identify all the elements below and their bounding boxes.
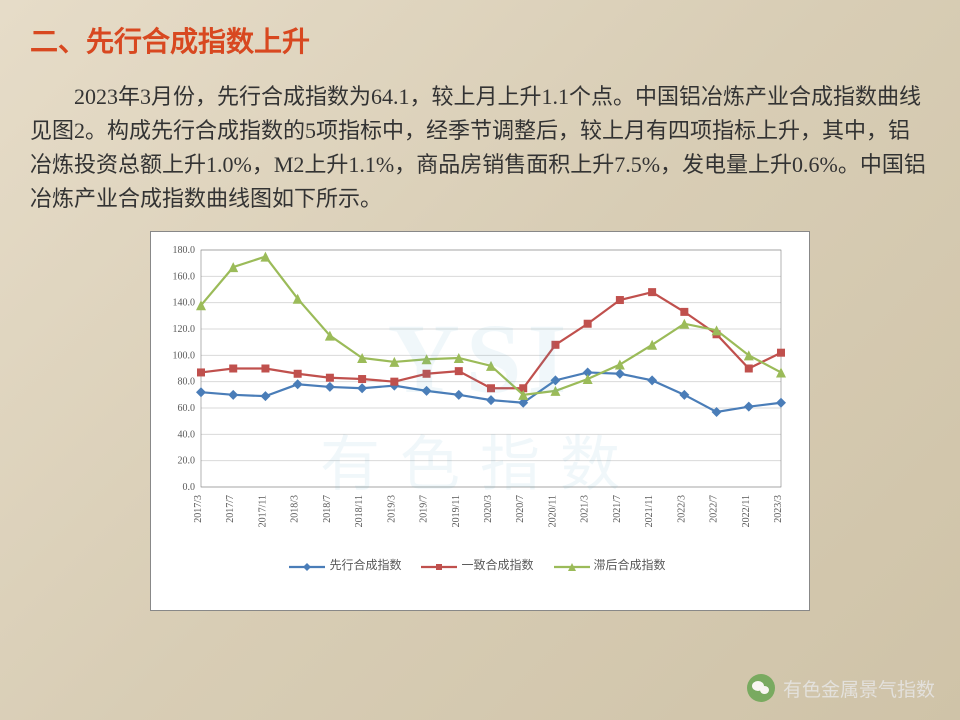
svg-text:0.0: 0.0 [183,482,196,493]
wechat-label: 有色金属景气指数 [783,675,935,702]
svg-text:2021/7: 2021/7 [612,495,623,523]
svg-text:2022/7: 2022/7 [709,495,720,523]
svg-text:2020/3: 2020/3 [483,495,494,523]
svg-text:2022/11: 2022/11 [741,495,752,527]
svg-text:60.0: 60.0 [178,403,196,414]
svg-text:2017/7: 2017/7 [225,495,236,523]
svg-text:2019/11: 2019/11 [451,495,462,527]
body-paragraph: 2023年3月份，先行合成指数为64.1，较上月上升1.1个点。中国铝冶炼产业合… [0,70,960,231]
line-chart: 0.0 20.0 40.0 60.0 80.0 100.0 120.0 140.0 160.0 1… [161,242,791,552]
svg-text:120.0: 120.0 [173,324,196,335]
svg-text:160.0: 160.0 [173,272,196,283]
wechat-icon [747,674,775,702]
svg-text:2022/3: 2022/3 [676,495,687,523]
svg-text:140.0: 140.0 [173,298,196,309]
svg-text:2020/11: 2020/11 [547,495,558,527]
svg-text:2019/7: 2019/7 [419,495,430,523]
svg-text:2017/11: 2017/11 [257,495,268,527]
svg-text:20.0: 20.0 [178,456,196,467]
svg-text:100.0: 100.0 [173,351,196,362]
chart-legend: 先行合成指数一致合成指数滞后合成指数 [161,556,794,573]
svg-text:2017/3: 2017/3 [193,495,204,523]
svg-text:2019/3: 2019/3 [386,495,397,523]
svg-text:180.0: 180.0 [173,245,196,256]
chart-container: YSI 有色指数 0.020.040.060.080.0100.0120.014… [150,231,810,611]
svg-text:80.0: 80.0 [178,377,196,388]
svg-text:2021/11: 2021/11 [644,495,655,527]
svg-text:2020/7: 2020/7 [515,495,526,523]
svg-text:2018/3: 2018/3 [290,495,301,523]
svg-text:2018/11: 2018/11 [354,495,365,527]
svg-text:2023/3: 2023/3 [773,495,784,523]
svg-text:2018/7: 2018/7 [322,495,333,523]
svg-text:2021/3: 2021/3 [580,495,591,523]
wechat-credit: 有色金属景气指数 [747,674,935,702]
svg-text:40.0: 40.0 [178,430,196,441]
section-title: 二、先行合成指数上升 [0,0,960,70]
